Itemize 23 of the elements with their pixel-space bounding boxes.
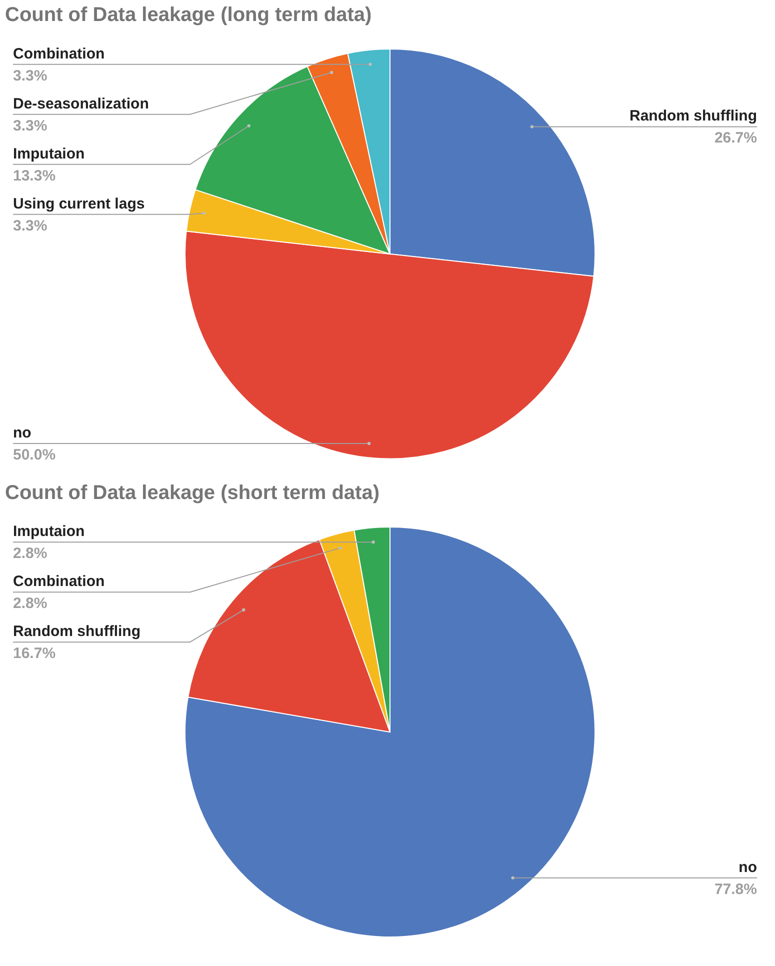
slice-label: Using current lags xyxy=(13,195,145,212)
slice-label: no xyxy=(13,424,32,442)
data-label: 50.0% xyxy=(13,446,56,464)
data-label: 16.7% xyxy=(13,645,56,662)
data-label: 2.8% xyxy=(13,545,48,562)
slice-label: Random shuffling xyxy=(13,623,140,640)
slice-label: Imputaion xyxy=(13,145,85,162)
chart-title: Count of Data leakage (short term data) xyxy=(5,482,380,504)
data-label: 3.3% xyxy=(13,117,48,134)
slice-label: De-seasonalization xyxy=(13,95,149,112)
data-label: 3.3% xyxy=(13,217,48,234)
data-label: 2.8% xyxy=(13,595,48,612)
data-label: 77.8% xyxy=(714,880,757,898)
slice-label: no xyxy=(738,858,757,876)
data-label: 13.3% xyxy=(13,167,56,184)
slice-label: Combination xyxy=(13,45,105,62)
data-label: 3.3% xyxy=(13,67,48,84)
slice-label: Random shuffling xyxy=(630,108,757,125)
pie-slice xyxy=(184,526,596,938)
chart-title: Count of Data leakage (long term data) xyxy=(5,4,372,26)
data-label: 26.7% xyxy=(714,130,757,147)
slice-label: Combination xyxy=(13,573,105,590)
slice-label: Imputaion xyxy=(13,523,85,540)
